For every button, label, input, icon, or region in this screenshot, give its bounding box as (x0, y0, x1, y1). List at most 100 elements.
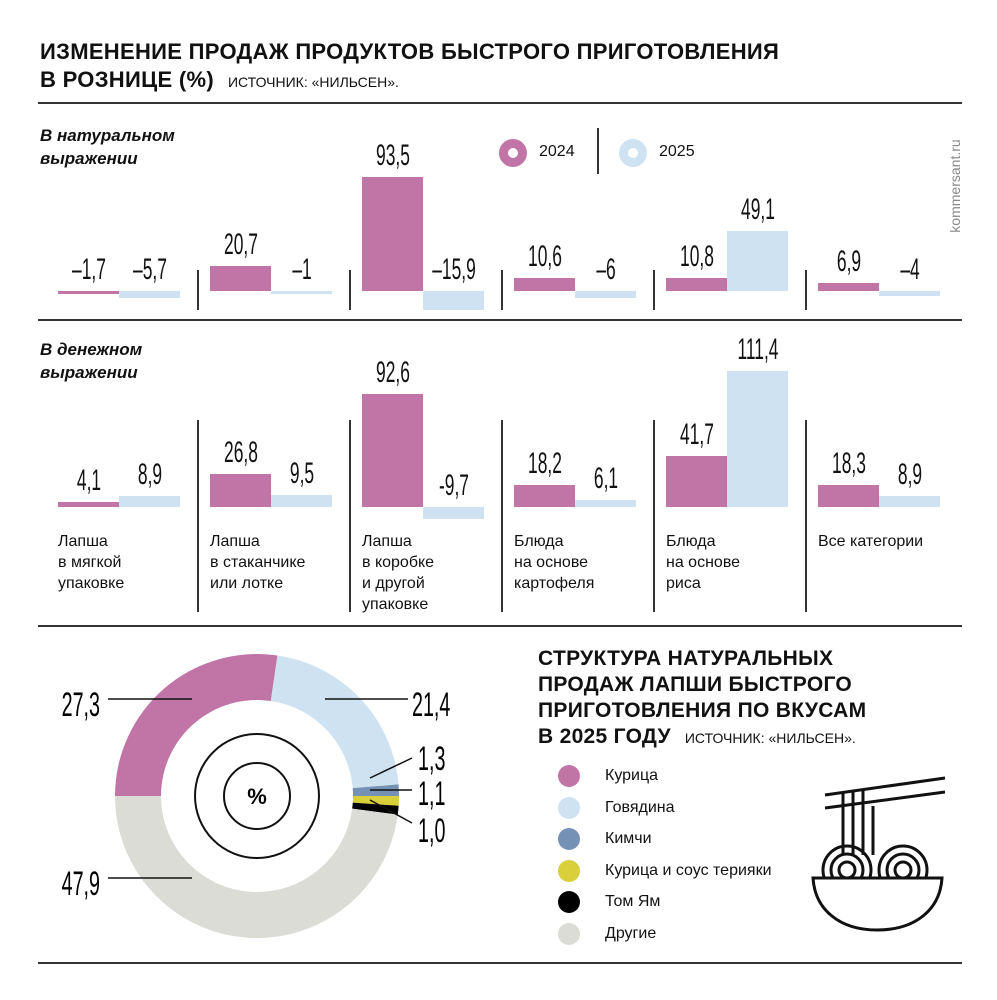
legend-divider (597, 128, 599, 174)
category-label-line: или лотке (210, 575, 284, 592)
data-label: 6,1 (593, 461, 618, 495)
slice-label: 27,3 (62, 685, 100, 723)
data-label: –1,7 (71, 253, 106, 286)
bar-2024 (514, 278, 575, 291)
bar-2025 (423, 291, 484, 311)
decorative-ring (223, 762, 291, 830)
category-label: Блюда на основе риса (666, 531, 806, 594)
slice-label: 1,3 (418, 739, 445, 777)
group-separator (349, 420, 351, 612)
bar-2025 (271, 291, 332, 294)
legend-label: Кимчи (605, 830, 652, 847)
group-separator (197, 270, 199, 310)
category-label-line: Лапша (362, 533, 412, 550)
slice-label: 47,9 (62, 864, 100, 902)
group-separator (653, 420, 655, 612)
slice-Курица (115, 654, 278, 796)
legend-swatch (558, 796, 580, 819)
group-separator (197, 420, 199, 612)
section-money-label: В денежном выражении (40, 340, 143, 382)
slice-Курица и соус терияки (352, 796, 399, 806)
data-label: 41,7 (679, 418, 714, 452)
data-label: 8,9 (137, 458, 162, 492)
bar-2024 (818, 282, 879, 291)
category-label: Лапша в стаканчике или лотке (210, 531, 350, 594)
section-natural-label: В натуральном выражении (40, 126, 175, 168)
legend-2024-ring-icon (499, 139, 527, 167)
legend-swatch (558, 828, 580, 850)
data-label: -9,7 (438, 469, 469, 502)
data-label: 8,9 (897, 458, 922, 492)
pie-source: ИСТОЧНИК: «НИЛЬСЕН». (684, 730, 856, 746)
slice-label: 21,4 (412, 685, 450, 723)
legend-label: Говядина (605, 798, 675, 816)
data-label: 49,1 (740, 193, 775, 227)
legend-2025-label: 2025 (659, 143, 695, 160)
legend-label: Курица (605, 767, 659, 784)
legend-label: Курица и соус терияки (605, 861, 772, 879)
data-label: 26,8 (223, 436, 258, 470)
group-separator (653, 270, 655, 310)
bar-2025 (879, 496, 940, 507)
legend-label: Другие (605, 924, 657, 942)
data-label: –5,7 (132, 253, 167, 286)
center-label: % (247, 784, 267, 809)
donut-chart: % 27,3 21,4 1,31,11,0 47,9 (62, 654, 450, 938)
bar-2024 (362, 176, 423, 291)
bar-2024 (58, 501, 119, 507)
legend-swatch (558, 891, 580, 913)
bar-2025 (879, 291, 940, 296)
data-label: 9,5 (289, 457, 314, 491)
leader-line (369, 757, 413, 779)
category-label-line: в коробке (362, 554, 435, 571)
category-label-line: Лапша (58, 533, 108, 550)
noodle-bowl-icon (811, 776, 946, 932)
data-label: 92,6 (375, 356, 410, 390)
category-label-line: в мягкой (58, 554, 122, 571)
bar-2025 (575, 499, 636, 507)
divider (38, 102, 962, 104)
category-label-line: картофеля (514, 575, 595, 592)
bar-2024 (210, 474, 271, 507)
legend-swatch (558, 859, 580, 882)
data-label: 10,6 (527, 240, 562, 274)
legend-label: Том Ям (605, 893, 661, 910)
category-label-line: и другой (362, 575, 425, 592)
category-label-line: Лапша (210, 533, 260, 550)
category-label: Блюда на основе картофеля (514, 531, 654, 594)
category-label-line: упаковке (58, 575, 125, 592)
bar-2024 (210, 265, 271, 291)
category-label-line: Блюда (666, 533, 716, 550)
group-separator (349, 270, 351, 310)
slice-Том Ям (352, 802, 399, 815)
data-label: –15,9 (431, 253, 476, 286)
divider (38, 962, 962, 964)
data-label: 93,5 (375, 138, 410, 172)
category-label: Все категории (818, 531, 958, 552)
data-label: 4,1 (76, 463, 101, 497)
group-separator (501, 270, 503, 310)
divider (38, 319, 962, 321)
bar-2025 (575, 291, 636, 299)
slice-Другие (115, 796, 398, 938)
decorative-ring (194, 733, 320, 859)
bar-2025 (423, 507, 484, 519)
divider (38, 625, 962, 627)
group-separator (501, 420, 503, 612)
category-label-line: упаковке (362, 596, 429, 613)
data-label: 18,2 (527, 446, 562, 480)
bar-2024 (818, 484, 879, 507)
data-label: –6 (595, 253, 616, 286)
bar-2025 (271, 495, 332, 507)
category-label-line: на основе (514, 554, 589, 571)
category-label: Лапша в коробке и другой упаковке (362, 531, 502, 615)
data-label: 111,4 (737, 333, 778, 367)
category-label-line: риса (666, 575, 701, 592)
bar-2025 (119, 291, 180, 298)
bar-2024 (362, 394, 423, 507)
pie-title: СТРУКТУРА НАТУРАЛЬНЫХ ПРОДАЖ ЛАПШИ БЫСТР… (538, 647, 867, 748)
slice-label: 1,1 (418, 774, 445, 812)
legend-2024-label: 2024 (539, 143, 575, 160)
page-title: ИЗМЕНЕНИЕ ПРОДАЖ ПРОДУКТОВ БЫСТРОГО ПРИГ… (40, 39, 780, 92)
bar-2024 (666, 277, 727, 291)
